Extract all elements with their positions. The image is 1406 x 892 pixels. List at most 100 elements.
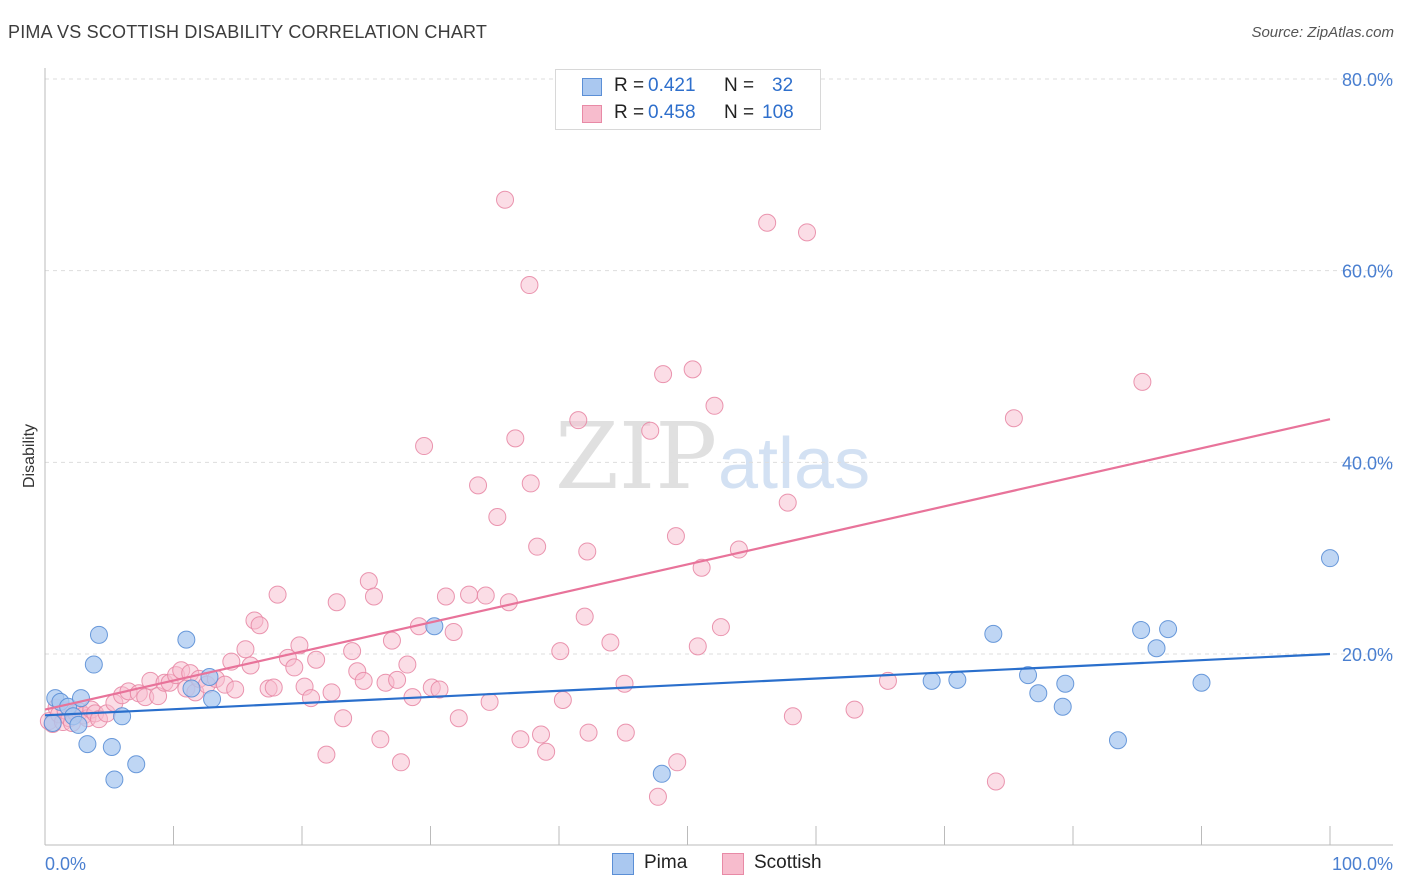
scottish-point <box>460 585 479 604</box>
pima-point <box>948 670 967 689</box>
scottish-point <box>480 692 499 711</box>
scottish-point <box>290 636 309 655</box>
n-value: 108 <box>762 102 794 123</box>
scottish-trend-line <box>44 418 1331 711</box>
scottish-point <box>528 537 547 556</box>
scottish-point <box>654 365 673 384</box>
scottish-point <box>778 493 797 512</box>
n-value: 32 <box>772 75 794 96</box>
scottish-point <box>268 585 287 604</box>
pima-point <box>1159 620 1178 639</box>
pima-point <box>105 770 124 789</box>
y-tick-label: 60.0% <box>1342 262 1393 282</box>
scottish-point <box>496 190 515 209</box>
scottish-point <box>398 655 417 674</box>
n-label: N = <box>724 75 755 96</box>
pima-point <box>43 714 62 732</box>
scottish-point <box>343 642 362 661</box>
pima-trend-line <box>44 652 1331 717</box>
scottish-point <box>783 707 802 726</box>
scottish-point <box>488 507 507 526</box>
scottish-point <box>285 658 304 677</box>
scottish-swatch <box>722 853 744 875</box>
n-label: N = <box>724 102 755 123</box>
scottish-point <box>371 730 390 749</box>
x-tick-label: 0.0% <box>45 854 86 874</box>
scottish-point <box>449 709 468 728</box>
stats-legend: R = 0.421 N = 32 R = 0.458 N = 108 <box>555 69 821 130</box>
pima-point <box>652 764 671 783</box>
pima-point <box>1019 666 1038 685</box>
scottish-point <box>476 586 495 605</box>
pima-point <box>127 755 146 774</box>
scottish-point <box>354 671 373 690</box>
y-tick-label: 40.0% <box>1342 453 1393 473</box>
scottish-point <box>553 691 572 709</box>
scottish-point <box>436 587 455 606</box>
scottish-point <box>668 753 687 772</box>
r-value: 0.458 <box>648 102 696 123</box>
trend-lines <box>44 418 1331 717</box>
pima-point <box>69 715 88 734</box>
scottish-point <box>236 640 255 659</box>
scottish-point <box>641 421 660 440</box>
scottish-point <box>264 678 283 697</box>
scottish-point <box>705 396 724 415</box>
watermark-atlas: atlas <box>718 424 870 504</box>
grid-lines <box>45 78 1393 655</box>
source-credit: Source: ZipAtlas.com <box>1251 24 1394 41</box>
scottish-point <box>415 437 434 456</box>
scottish-point <box>364 587 383 606</box>
scottish-point <box>499 593 518 612</box>
scottish-point <box>688 637 707 656</box>
pima-point <box>1321 549 1339 568</box>
scottish-point <box>444 622 463 641</box>
scottish-point <box>388 670 407 689</box>
scottish-point <box>250 616 269 635</box>
data-points <box>39 190 1339 806</box>
pima-point <box>78 735 97 754</box>
pima-point <box>1147 639 1166 658</box>
scottish-point <box>615 674 634 693</box>
scottish-point <box>986 772 1005 791</box>
scottish-point <box>1004 409 1023 428</box>
tick-labels: 20.0% 40.0% 60.0% 80.0% 0.0% 100.0% <box>45 70 1393 874</box>
scottish-point <box>711 618 730 637</box>
scottish-point <box>616 723 635 742</box>
scottish-point <box>506 429 525 448</box>
scottish-point <box>579 723 598 742</box>
scottish-point <box>327 593 346 612</box>
pima-point <box>89 625 108 644</box>
pima-point <box>922 671 941 690</box>
pima-point <box>1132 621 1151 640</box>
pima-point <box>1056 674 1075 693</box>
scottish-point <box>317 745 336 764</box>
pima-point <box>1053 697 1072 716</box>
scottish-point <box>469 476 488 495</box>
zipatlas-watermark: ZIP atlas <box>555 403 870 510</box>
scottish-point <box>307 650 326 669</box>
scottish-point <box>683 360 702 379</box>
pima-point <box>71 689 90 708</box>
pima-point <box>177 630 196 649</box>
pima-point <box>84 655 103 674</box>
scottish-point <box>758 213 777 232</box>
scottish-point <box>391 753 410 772</box>
scottish-point <box>729 540 748 559</box>
r-value: 0.421 <box>648 75 696 96</box>
scottish-point <box>537 742 556 761</box>
y-axis-label: Disability <box>21 424 38 488</box>
scottish-point <box>226 680 245 699</box>
y-tick-label: 80.0% <box>1342 70 1393 90</box>
pima-swatch <box>612 853 634 875</box>
scottish-swatch <box>582 105 602 123</box>
scottish-point <box>648 787 667 806</box>
scottish-point <box>520 276 539 295</box>
scottish-point <box>532 725 551 744</box>
scottish-point <box>301 689 320 708</box>
legend-label: Scottish <box>754 852 822 873</box>
series-legend: Pima Scottish <box>0 852 1406 878</box>
scottish-point <box>1133 372 1152 391</box>
scottish-point <box>692 558 711 577</box>
